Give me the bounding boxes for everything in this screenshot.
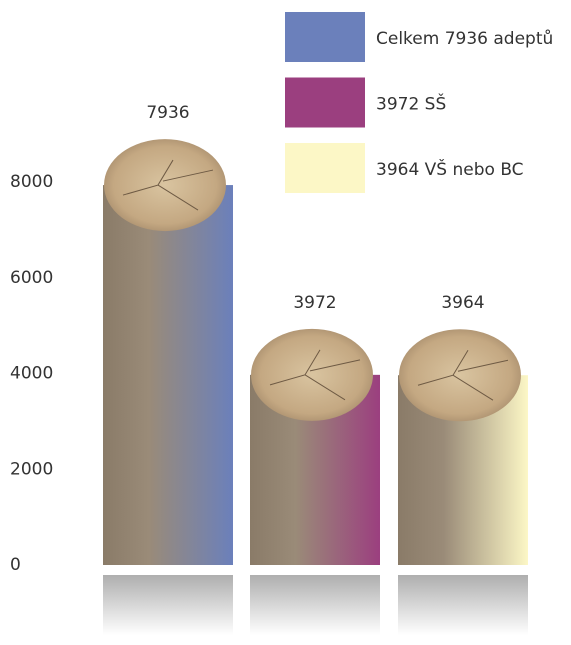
- legend-swatch: [285, 12, 365, 62]
- stump-top: [251, 329, 373, 421]
- y-tick-label: 2000: [10, 459, 53, 479]
- bar-reflection: [250, 575, 380, 635]
- y-tick-label: 0: [10, 555, 21, 575]
- y-tick-label: 4000: [10, 364, 53, 384]
- value-label: 3972: [293, 293, 336, 313]
- bar-reflection: [398, 575, 528, 635]
- value-label: 3964: [441, 293, 484, 313]
- legend-label: Celkem 7936 adeptů: [376, 29, 553, 49]
- value-label: 7936: [146, 103, 189, 123]
- legend-label: 3972 SŠ: [376, 93, 446, 115]
- legend-swatch: [285, 78, 365, 128]
- bar: [103, 185, 233, 565]
- y-tick-label: 8000: [10, 172, 53, 192]
- legend-swatch: [285, 143, 365, 193]
- y-tick-label: 6000: [10, 268, 53, 288]
- stump-top: [399, 329, 521, 421]
- legend-label: 3964 VŠ nebo BC: [376, 158, 524, 180]
- bar-reflection: [103, 575, 233, 635]
- chart: 0 2000 4000 6000 8000 7936 Celkem 7936 adeptů 3…: [0, 0, 571, 641]
- stump-top: [104, 139, 226, 231]
